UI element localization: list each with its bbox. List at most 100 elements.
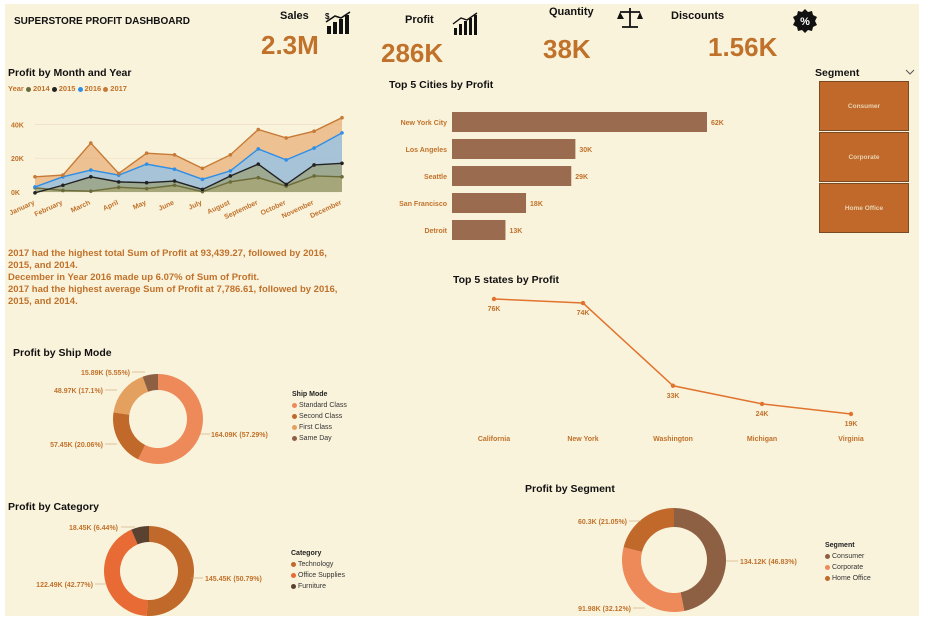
bar-data-label: 30K bbox=[579, 147, 592, 154]
point-2017 bbox=[33, 175, 37, 179]
insight-3: 2017 had the highest average Sum of Prof… bbox=[8, 284, 338, 307]
bar-data-label: 18K bbox=[530, 201, 543, 208]
legend-item: Same Day bbox=[292, 435, 347, 442]
legend-item-2014: 2014 bbox=[25, 84, 50, 93]
point bbox=[580, 300, 586, 306]
point-2016 bbox=[89, 168, 93, 172]
point-2014 bbox=[172, 183, 177, 188]
point-2017 bbox=[144, 151, 149, 155]
segment-option-corporate[interactable]: Corporate bbox=[819, 132, 909, 182]
x-tick-label: New York bbox=[567, 436, 598, 443]
bar-chart-top-cities: New York City 62K Los Angeles 30K Seattle 29K… bbox=[399, 112, 724, 240]
donut-slice bbox=[131, 526, 149, 545]
kpi-profit-label: Profit bbox=[405, 14, 434, 26]
donut-slice bbox=[113, 412, 146, 460]
x-tick-label: California bbox=[478, 436, 510, 443]
legend-item: Standard Class bbox=[292, 402, 347, 409]
bar bbox=[452, 112, 707, 132]
line-2014 bbox=[34, 175, 343, 193]
slice-data-label: 48.97K (17.1%) bbox=[54, 388, 103, 395]
y-tick-label: 0K bbox=[11, 190, 20, 197]
slice-data-label: 57.45K (20.06%) bbox=[50, 442, 103, 449]
point-2017 bbox=[89, 141, 93, 145]
point-2015 bbox=[89, 175, 93, 179]
bar bbox=[452, 193, 527, 213]
kpi-sales-value: 2.3M bbox=[261, 30, 319, 60]
legend-title: Segment bbox=[825, 542, 855, 549]
point-2016 bbox=[200, 177, 205, 182]
bar-category-label: Los Angeles bbox=[406, 147, 447, 154]
point-2017 bbox=[256, 127, 261, 132]
bar-category-label: Detroit bbox=[424, 228, 447, 235]
svg-text:$: $ bbox=[325, 12, 330, 21]
donut-slice bbox=[674, 508, 726, 611]
chart-title-segment: Profit by Segment bbox=[525, 483, 615, 495]
legend-item: Office Supplies bbox=[291, 572, 345, 579]
slice-data-label: 15.89K (5.55%) bbox=[81, 370, 130, 377]
point-2015 bbox=[256, 162, 261, 166]
point-data-label: 19K bbox=[845, 421, 858, 428]
chart-title-category: Profit by Category bbox=[8, 501, 100, 513]
point-2016 bbox=[256, 147, 261, 151]
point-2014 bbox=[228, 180, 233, 184]
legend-ship-mode: Ship Mode Standard Class Second Class Firs… bbox=[292, 391, 347, 442]
chart-title-top-cities: Top 5 Cities by Profit bbox=[389, 79, 494, 91]
chevron-down-icon[interactable] bbox=[905, 68, 915, 76]
donut-chart-segment: 134.12K (46.83%) 91.98K (32.12%) 60.3K (21… bbox=[578, 508, 797, 613]
point-data-label: 74K bbox=[577, 310, 590, 317]
legend-item: First Class bbox=[292, 424, 347, 431]
point-2014 bbox=[340, 175, 344, 179]
donut-slice bbox=[142, 374, 158, 392]
x-tick-label: February bbox=[34, 199, 64, 218]
legend-title: Year bbox=[8, 84, 24, 93]
legend-item-2016: 2016 bbox=[75, 84, 101, 93]
point-2017 bbox=[312, 129, 316, 133]
slice-data-label: 60.3K (21.05%) bbox=[578, 519, 627, 526]
point-2016 bbox=[172, 167, 177, 171]
point-2015 bbox=[312, 163, 316, 167]
point-2015 bbox=[144, 180, 149, 185]
slice-data-label: 164.09K (57.29%) bbox=[211, 432, 268, 439]
x-tick-label: Washington bbox=[653, 436, 693, 443]
legend-item: Technology bbox=[291, 561, 345, 568]
point-data-label: 76K bbox=[488, 306, 501, 313]
segment-option-home-office[interactable]: Home Office bbox=[819, 183, 909, 233]
point-2017 bbox=[200, 166, 205, 171]
line-chart-top-states: 76K California 74K New York 33K Washington 24K… bbox=[478, 296, 864, 443]
kpi-profit-value: 286K bbox=[381, 38, 444, 68]
x-tick-label: December bbox=[309, 199, 343, 220]
x-tick-label: Virginia bbox=[838, 436, 864, 443]
point-2014 bbox=[312, 174, 316, 178]
kpi-quantity-label: Quantity bbox=[549, 6, 594, 18]
donut-slice bbox=[103, 529, 148, 616]
point-2015 bbox=[200, 187, 205, 192]
segment-slicer-title: Segment bbox=[815, 67, 860, 79]
sales-chart-icon: $ bbox=[325, 11, 351, 34]
bar-data-label: 62K bbox=[711, 120, 724, 127]
point-2016 bbox=[33, 185, 37, 189]
bar-data-label: 29K bbox=[575, 174, 588, 181]
legend-title: Category bbox=[291, 550, 322, 557]
bar bbox=[452, 220, 506, 240]
legend-category: Category Technology Office Supplies Furnit… bbox=[291, 550, 345, 590]
y-tick-label: 40K bbox=[11, 122, 24, 129]
point-2014 bbox=[89, 189, 93, 193]
x-tick-label: April bbox=[102, 199, 119, 212]
point-2017 bbox=[172, 153, 177, 157]
point-2014 bbox=[61, 188, 65, 193]
segment-option-consumer[interactable]: Consumer bbox=[819, 81, 909, 131]
point-2017 bbox=[228, 153, 233, 157]
legend-item: Home Office bbox=[825, 575, 871, 582]
point-2015 bbox=[33, 191, 37, 195]
kpi-quantity-value: 38K bbox=[543, 34, 591, 64]
donut-slice bbox=[146, 526, 194, 616]
kpi-sales-label: Sales bbox=[280, 10, 309, 22]
point-2016 bbox=[228, 169, 233, 173]
point-2015 bbox=[228, 174, 233, 178]
legend-month-year: Year 2014 2015 2016 2017 bbox=[8, 84, 127, 93]
legend-item-2017: 2017 bbox=[101, 84, 127, 93]
page-title: SUPERSTORE PROFIT DASHBOARD bbox=[14, 16, 190, 27]
y-tick-label: 20K bbox=[11, 156, 24, 163]
insight-2: December in Year 2016 made up 6.07% of S… bbox=[8, 272, 260, 283]
